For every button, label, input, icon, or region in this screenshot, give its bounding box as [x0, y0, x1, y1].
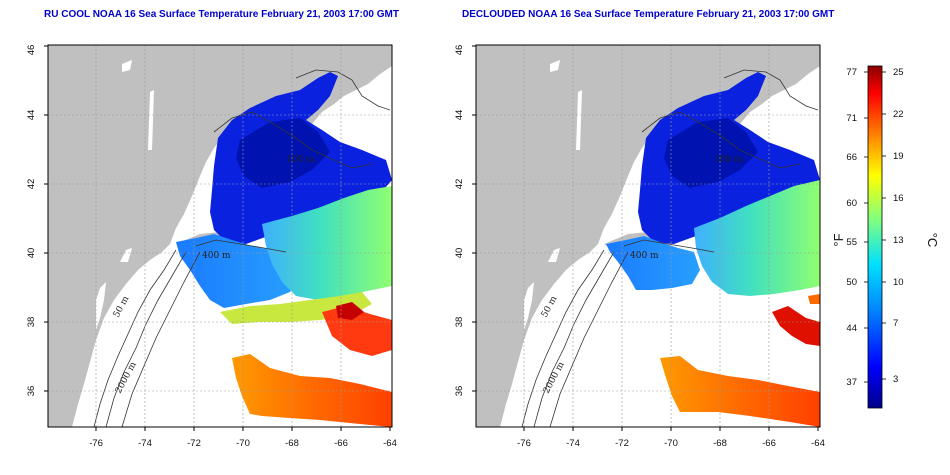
- right-bay-delaware: [548, 248, 560, 262]
- right-sst-cold-core: [664, 118, 758, 188]
- cb-c-tick: 3: [893, 374, 898, 385]
- right-contour-gulf: [641, 69, 819, 169]
- colorbar-celsius-ticks: 25 22 19 16 13 10 7 3: [893, 67, 904, 385]
- left-y-tick-labels: 36 38 40 42 44 46: [26, 45, 37, 397]
- left-y-tick: 36: [26, 386, 37, 397]
- right-contour-50m: [521, 249, 605, 427]
- cb-f-tick: 60: [846, 198, 857, 209]
- right-x-tick: -76: [517, 438, 531, 449]
- left-y-tick: 42: [26, 179, 37, 190]
- cb-f-tick: 66: [846, 152, 857, 163]
- left-panel-title: RU COOL NOAA 16 Sea Surface Temperature …: [44, 9, 399, 20]
- right-hudson: [576, 90, 582, 150]
- left-y-tick: 44: [26, 110, 37, 121]
- colorbar-ticks: [864, 71, 886, 383]
- left-axes: [44, 45, 391, 431]
- colorbar-celsius-label: °C: [925, 233, 940, 248]
- right-grid: [476, 45, 820, 427]
- left-contour-2000m: [121, 251, 201, 427]
- left-lake: [122, 60, 132, 72]
- left-map-panel: 100 m 50 m 2000 m 400 m: [47, 44, 393, 428]
- right-map-frame: [475, 44, 821, 428]
- left-y-tick: 38: [26, 317, 37, 328]
- right-contour-2000m: [549, 251, 629, 427]
- right-y-tick: 38: [454, 317, 465, 328]
- left-x-tick: -64: [383, 438, 397, 449]
- left-x-tick-labels: -76 -74 -72 -70 -68 -66 -64: [89, 438, 397, 449]
- right-y-tick-labels: 36 38 40 42 44 46: [454, 45, 465, 397]
- left-sst-warm-south: [232, 354, 392, 427]
- right-y-tick: 46: [454, 45, 465, 56]
- right-land-mainland: [476, 45, 820, 427]
- cb-f-tick: 37: [846, 377, 857, 388]
- right-contour-100m: [533, 239, 715, 427]
- right-y-tick: 40: [454, 248, 465, 259]
- right-x-tick: -66: [762, 438, 776, 449]
- right-x-tick-labels: -76 -74 -72 -70 -68 -66 -64: [517, 438, 825, 449]
- colorbar-fahrenheit-label: °F: [831, 233, 846, 246]
- cb-c-tick: 25: [893, 67, 904, 78]
- right-sst-gulfstream-hot: [772, 306, 820, 346]
- left-x-tick: -76: [89, 438, 103, 449]
- right-x-tick: -68: [713, 438, 727, 449]
- right-lake: [550, 60, 560, 72]
- cb-c-tick: 22: [893, 109, 904, 120]
- cb-f-tick: 44: [846, 323, 857, 334]
- right-sst-warm-south: [660, 356, 820, 427]
- colorbar-fahrenheit-ticks: 77 71 66 60 55 50 44 37: [846, 67, 857, 388]
- right-y-tick: 44: [454, 110, 465, 121]
- left-x-tick: -72: [187, 438, 201, 449]
- left-contour-50m: [93, 249, 177, 427]
- right-x-tick: -64: [811, 438, 825, 449]
- cb-f-tick: 50: [846, 277, 857, 288]
- cb-f-tick: 71: [846, 113, 857, 124]
- right-y-tick: 36: [454, 386, 465, 397]
- left-sst-cold-core: [236, 118, 330, 188]
- right-sst-shelf: [606, 236, 700, 290]
- left-sst-gulfstream-hot: [336, 302, 364, 320]
- right-contour-label-100m: 100 m: [714, 155, 743, 165]
- left-y-tick: 46: [26, 45, 37, 56]
- colorbar: 77 71 66 60 55 50 44 37 25 22 19 16 13 1…: [831, 65, 940, 409]
- right-x-tick: -70: [664, 438, 678, 449]
- cb-f-tick: 55: [846, 237, 857, 248]
- right-bay-chesapeake: [524, 282, 534, 330]
- left-land-mainland: [48, 45, 392, 427]
- cb-c-tick: 10: [893, 277, 904, 288]
- right-y-tick: 42: [454, 179, 465, 190]
- left-contour-label-100m: 100 m: [286, 155, 315, 165]
- cb-c-tick: 7: [893, 318, 898, 329]
- left-x-tick: -70: [236, 438, 250, 449]
- cb-f-tick: 77: [846, 67, 857, 78]
- left-contour-label-400m: 400 m: [202, 251, 231, 261]
- right-map-panel: 100 m 50 m 2000 m 400 m: [475, 44, 821, 428]
- right-x-tick: -74: [566, 438, 580, 449]
- left-contour-100m: [105, 239, 287, 427]
- right-panel-title: DECLOUDED NOAA 16 Sea Surface Temperatur…: [462, 9, 835, 20]
- right-sst-gulfstream-edge: [808, 294, 820, 304]
- left-sst-slope: [262, 186, 392, 300]
- right-sst-slope: [694, 180, 820, 296]
- colorbar-gradient: [867, 65, 883, 409]
- left-y-tick: 40: [26, 248, 37, 259]
- cb-c-tick: 19: [893, 151, 904, 162]
- left-bay-chesapeake: [96, 282, 106, 330]
- left-x-tick: -66: [334, 438, 348, 449]
- left-grid: [48, 45, 392, 427]
- left-x-tick: -68: [285, 438, 299, 449]
- cb-c-tick: 16: [893, 193, 904, 204]
- right-axes: [472, 45, 819, 431]
- right-x-tick: -72: [615, 438, 629, 449]
- left-x-tick: -74: [138, 438, 152, 449]
- right-contour-label-400m: 400 m: [630, 251, 659, 261]
- left-bay-delaware: [120, 248, 132, 262]
- left-hudson: [148, 90, 154, 150]
- cb-c-tick: 13: [893, 235, 904, 246]
- left-sst-gulfstream-warm: [322, 306, 392, 356]
- left-contour-gulf: [213, 69, 391, 169]
- left-map-frame: [47, 44, 393, 428]
